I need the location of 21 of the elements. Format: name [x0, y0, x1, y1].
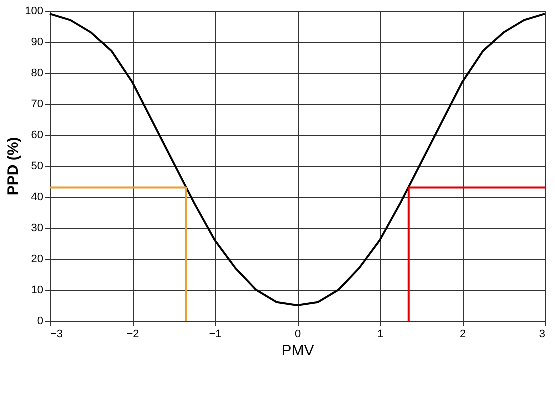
y-tick-label: 60	[31, 130, 44, 142]
x-tick-label: −2	[126, 328, 140, 340]
y-tick-label: 50	[31, 160, 44, 172]
y-axis-title: PPD (%)	[5, 137, 22, 196]
y-tick-label: 80	[31, 68, 44, 80]
y-tick-label: 30	[31, 222, 44, 234]
x-tick-label: −3	[50, 328, 64, 340]
x-axis-title: PMV	[282, 342, 314, 360]
y-tick-label: 70	[31, 98, 44, 110]
y-tick-label: 20	[31, 254, 44, 266]
y-tick-label: 0	[37, 316, 44, 328]
x-tick-label: 1	[377, 328, 384, 340]
y-tick-label: 40	[31, 192, 44, 204]
y-tick-label: 100	[25, 6, 44, 18]
x-tick-label: 3	[539, 328, 546, 340]
x-tick-label: 2	[460, 328, 466, 340]
y-tick-label: 10	[31, 284, 44, 296]
line-series	[49, 13, 546, 306]
x-tick-label: 0	[294, 328, 302, 340]
x-tick-label: −1	[209, 328, 222, 340]
y-tick-label: 90	[31, 36, 44, 48]
